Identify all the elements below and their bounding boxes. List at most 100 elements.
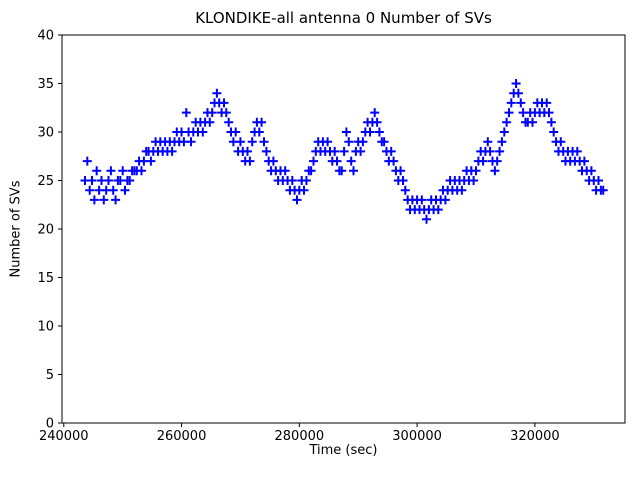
- data-point-marker: [235, 137, 245, 147]
- data-point-marker: [259, 137, 269, 147]
- data-point-marker: [257, 117, 267, 127]
- axes-frame: [61, 34, 626, 424]
- data-point-marker: [346, 156, 356, 166]
- data-point-marker: [306, 166, 316, 176]
- data-point-marker: [370, 108, 380, 118]
- x-axis-label: Time (sec): [309, 443, 378, 458]
- data-point-marker: [181, 108, 191, 118]
- y-axis-label: Number of SVs: [8, 180, 24, 278]
- data-point-marker: [485, 146, 495, 156]
- data-point-marker: [339, 146, 349, 156]
- data-point-marker: [471, 166, 481, 176]
- data-point-marker: [349, 166, 358, 176]
- data-point-marker: [212, 88, 222, 98]
- data-point-marker: [542, 98, 552, 108]
- data-point-marker: [365, 127, 375, 137]
- data-point-marker: [457, 185, 467, 195]
- data-point-marker: [579, 156, 589, 166]
- data-point-marker: [502, 117, 512, 127]
- data-point-marker: [301, 176, 311, 185]
- data-point-marker: [332, 156, 342, 166]
- data-point-marker: [511, 79, 521, 88]
- data-point-marker: [82, 156, 92, 166]
- data-point-marker: [396, 166, 406, 176]
- data-point-marker: [598, 185, 608, 195]
- data-point-marker: [506, 98, 516, 108]
- x-tick-label: 240000: [39, 429, 89, 444]
- data-point-marker: [572, 146, 582, 156]
- data-point-marker: [499, 127, 509, 137]
- data-point-marker: [504, 108, 514, 118]
- data-point-marker: [146, 156, 156, 166]
- data-point-marker: [356, 146, 366, 156]
- data-point-marker: [495, 146, 505, 156]
- x-tick-label: 260000: [157, 429, 207, 444]
- data-point-marker: [268, 156, 278, 166]
- data-point-marker: [108, 185, 118, 195]
- data-point-marker: [478, 156, 488, 166]
- data-point-marker: [137, 166, 146, 176]
- data-point-marker: [104, 176, 113, 185]
- chart-title: KLONDIKE-all antenna 0 Number of SVs: [195, 9, 492, 27]
- data-point-marker: [516, 98, 526, 108]
- data-point-marker: [344, 137, 354, 147]
- data-point-marker: [372, 117, 382, 127]
- data-point-marker: [549, 127, 559, 137]
- data-point-marker: [337, 166, 347, 176]
- data-point-marker: [221, 108, 231, 118]
- data-point-marker: [207, 108, 217, 118]
- data-point-marker: [111, 195, 121, 205]
- y-tick-label: 20: [37, 223, 54, 238]
- data-point-marker: [309, 156, 318, 166]
- data-point-marker: [261, 146, 271, 156]
- data-point-marker: [292, 195, 302, 205]
- data-point-marker: [544, 108, 554, 118]
- data-point-marker: [245, 156, 255, 166]
- data-point-marker: [205, 117, 215, 127]
- data-point-marker: [386, 146, 396, 156]
- data-point-marker: [546, 117, 556, 127]
- data-point-marker: [254, 127, 264, 137]
- y-tick-label: 5: [46, 368, 54, 383]
- data-point-marker: [490, 166, 500, 176]
- sv-series: [80, 79, 608, 224]
- data-point-marker: [513, 88, 523, 98]
- data-point-marker: [231, 127, 241, 137]
- data-point-marker: [379, 137, 389, 147]
- data-point-marker: [417, 195, 427, 205]
- y-tick-label: 35: [37, 77, 54, 92]
- y-tick-label: 15: [37, 271, 54, 286]
- y-tick-label: 25: [37, 174, 54, 189]
- data-point-marker: [594, 176, 603, 185]
- data-point-marker: [497, 137, 507, 147]
- data-point-marker: [341, 127, 351, 137]
- data-point-marker: [87, 176, 97, 185]
- data-point-marker: [120, 185, 130, 195]
- data-point-marker: [243, 146, 252, 156]
- data-point-marker: [389, 156, 399, 166]
- data-point-marker: [92, 166, 102, 176]
- data-point-marker: [469, 176, 479, 185]
- y-tick-label: 10: [37, 320, 54, 335]
- data-point-marker: [106, 166, 116, 176]
- data-point-marker: [422, 214, 431, 224]
- data-point-marker: [125, 176, 135, 185]
- data-point-marker: [586, 166, 596, 176]
- data-point-marker: [299, 185, 309, 195]
- data-point-marker: [433, 205, 443, 215]
- data-point-marker: [492, 156, 502, 166]
- data-point-marker: [89, 195, 99, 205]
- data-point-marker: [280, 166, 290, 176]
- data-point-marker: [400, 185, 410, 195]
- data-point-marker: [398, 176, 408, 185]
- y-tick-label: 40: [37, 29, 54, 44]
- data-point-marker: [224, 117, 234, 127]
- data-point-marker: [167, 146, 177, 156]
- y-tick-label: 30: [37, 126, 54, 141]
- data-point-marker: [85, 185, 95, 195]
- data-point-marker: [247, 137, 257, 147]
- data-point-marker: [556, 137, 566, 147]
- x-tick-label: 320000: [510, 429, 560, 444]
